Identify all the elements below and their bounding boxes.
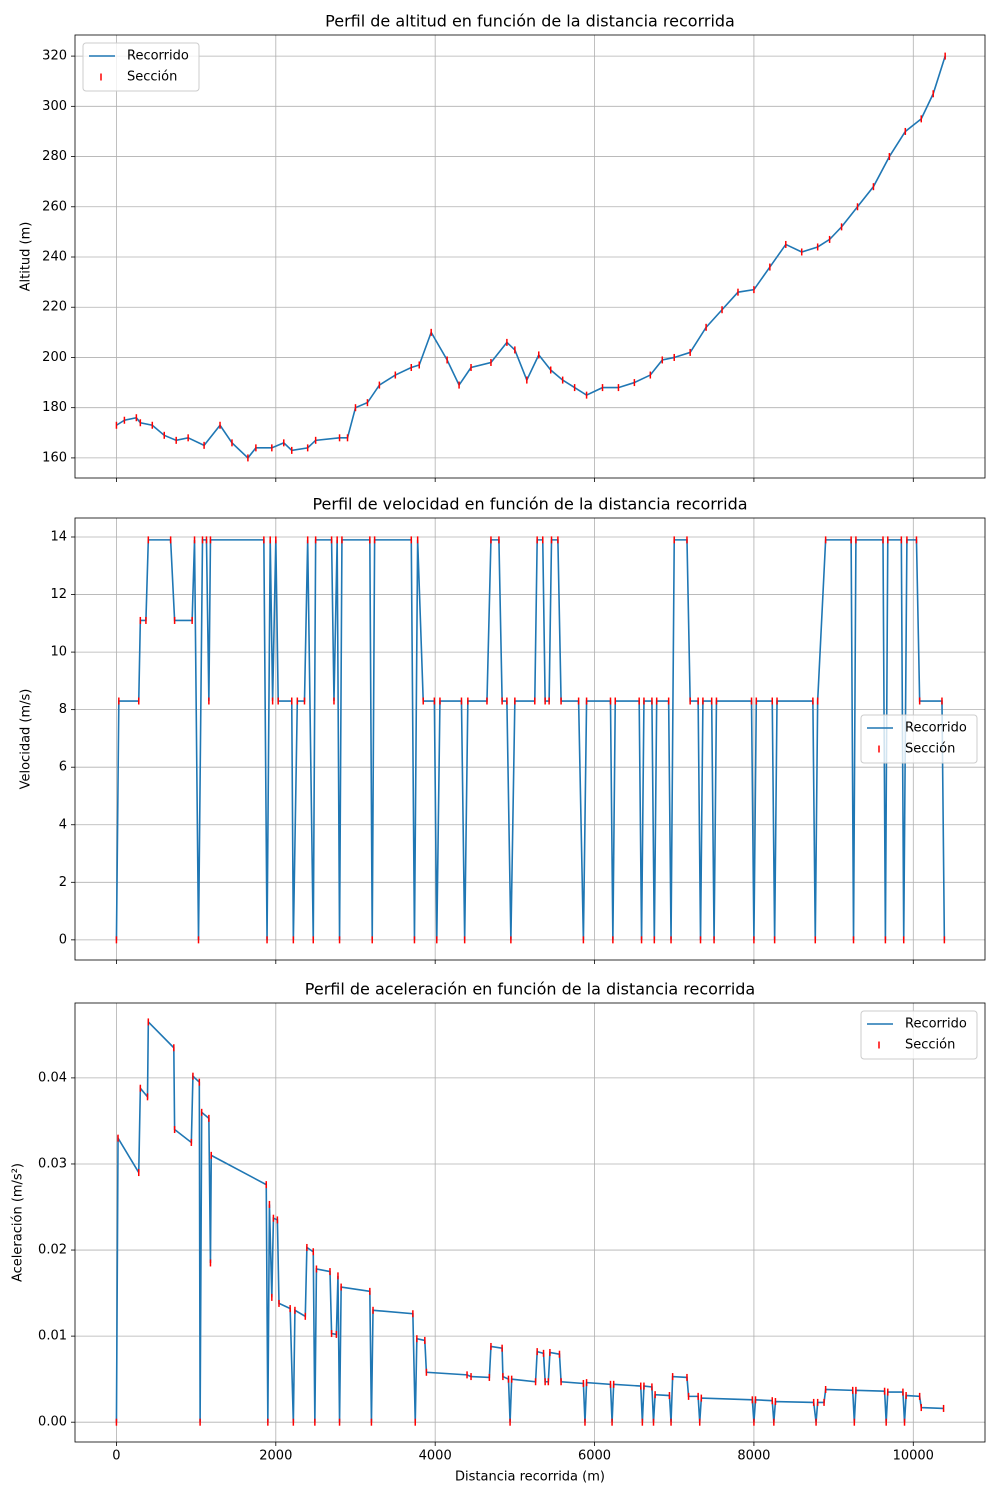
legend-label: Recorrido bbox=[905, 721, 967, 736]
x-tick-label: 0 bbox=[112, 1449, 120, 1464]
legend: Recorrido Sección bbox=[860, 714, 978, 764]
axes: 160 180 200 220 240 260 280 300 320 Perfil de alt… bbox=[19, 12, 986, 482]
y-tick-label: 260 bbox=[42, 199, 67, 214]
axes-frame bbox=[74, 517, 986, 961]
y-tick-label: 8 bbox=[59, 702, 67, 717]
y-axis-label: Aceleración (m/s²) bbox=[11, 1163, 26, 1282]
axes-frame bbox=[74, 1002, 986, 1443]
y-tick-label: 0 bbox=[59, 932, 67, 947]
chart-title: Perfil de altitud en función de la dista… bbox=[325, 12, 735, 31]
legend-label: Sección bbox=[905, 1038, 955, 1053]
x-tick-label: 10000 bbox=[893, 1449, 934, 1464]
legend-label: Recorrido bbox=[905, 1017, 967, 1032]
legend: Recorrido Sección bbox=[82, 42, 200, 92]
legend: Recorrido Sección bbox=[860, 1010, 978, 1060]
x-axis-label: Distancia recorrida (m) bbox=[455, 1470, 605, 1485]
x-tick-label: 2000 bbox=[259, 1449, 292, 1464]
y-tick-label: 280 bbox=[42, 149, 67, 164]
line-series bbox=[115, 539, 946, 940]
chart-title: Perfil de aceleración en función de la d… bbox=[305, 980, 755, 999]
legend-label: Sección bbox=[127, 70, 177, 85]
y-tick-label: 180 bbox=[42, 400, 67, 415]
legend-label: Recorrido bbox=[127, 49, 189, 64]
axes-frame bbox=[74, 34, 986, 479]
y-tick-label: 200 bbox=[42, 350, 67, 365]
y-tick-label: 0.03 bbox=[38, 1156, 67, 1171]
x-tick-label: 4000 bbox=[419, 1449, 452, 1464]
x-tick-label: 8000 bbox=[737, 1449, 770, 1464]
y-tick-label: 6 bbox=[59, 760, 67, 775]
y-tick-label: 4 bbox=[59, 817, 67, 832]
y-tick-label: 0.01 bbox=[38, 1329, 67, 1344]
y-tick-label: 0.00 bbox=[38, 1415, 67, 1430]
y-axis-label: Altitud (m) bbox=[19, 222, 34, 292]
y-axis-label: Velocidad (m/s) bbox=[19, 689, 34, 790]
legend-box bbox=[82, 42, 200, 92]
y-tick-label: 240 bbox=[42, 250, 67, 265]
y-tick-label: 300 bbox=[42, 99, 67, 114]
axes: 0 2000 4000 6000 8000 10000 0.00 0.01 0.02 0.03 0.… bbox=[11, 980, 986, 1485]
y-tick-label: 320 bbox=[42, 49, 67, 64]
y-tick-label: 0.04 bbox=[38, 1070, 67, 1085]
legend-box bbox=[860, 714, 978, 764]
y-tick-label: 2 bbox=[59, 875, 67, 890]
y-tick-label: 0.02 bbox=[38, 1243, 67, 1258]
y-tick-label: 12 bbox=[50, 587, 67, 602]
legend-label: Sección bbox=[905, 742, 955, 757]
x-tick-label: 6000 bbox=[578, 1449, 611, 1464]
y-tick-label: 14 bbox=[50, 529, 67, 544]
line-series bbox=[115, 1020, 944, 1423]
y-tick-label: 160 bbox=[42, 450, 67, 465]
y-tick-label: 10 bbox=[50, 645, 67, 660]
legend-box bbox=[860, 1010, 978, 1060]
y-tick-label: 220 bbox=[42, 300, 67, 315]
axes: 0 2 4 6 8 10 12 14 Perfil de velocidad en funció… bbox=[19, 495, 986, 964]
chart-title: Perfil de velocidad en función de la dis… bbox=[312, 495, 747, 514]
